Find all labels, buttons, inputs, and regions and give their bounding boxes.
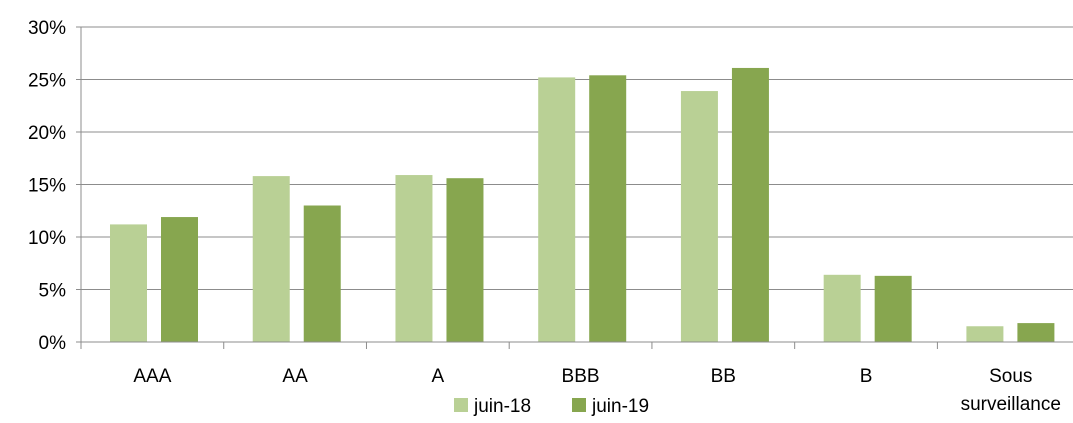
y-tick-label: 5%	[39, 281, 67, 302]
bar-juin-19-a	[446, 178, 484, 342]
y-tick-label: 15%	[28, 176, 66, 197]
bar-juin-19-aa	[303, 205, 341, 342]
bar-juin-18-b	[823, 274, 861, 342]
y-tick-label: 25%	[28, 71, 66, 92]
x-tick-label: AA	[282, 366, 308, 387]
bar-juin-18-bb	[680, 91, 718, 342]
x-tick-label: A	[431, 366, 444, 387]
bar-juin-19-b	[874, 275, 912, 342]
x-tick-label-line: Sous	[989, 366, 1032, 387]
axes: 0%5%10%15%20%25%30%AAA AA A BBB BB B Sous surve…	[28, 18, 1073, 415]
x-tick-label: BB	[711, 366, 736, 387]
bar-juin-18-sous-surveillance	[966, 326, 1004, 342]
x-tick-label-line: surveillance	[961, 394, 1061, 415]
bar-juin-19-aaa	[161, 217, 198, 342]
y-tick-label: 0%	[39, 333, 67, 354]
y-tick-label: 30%	[28, 18, 66, 39]
y-tick-label: 10%	[28, 228, 66, 249]
legend-swatch-juin-19	[572, 398, 586, 412]
gridlines	[81, 26, 1073, 290]
x-tick-label: BBB	[562, 366, 600, 387]
bar-juin-18-a	[395, 175, 433, 342]
legend-label-juin-18: juin-18	[473, 396, 531, 417]
bar-juin-19-bbb	[589, 75, 627, 343]
x-tick-label: B	[860, 366, 873, 387]
x-tick-label: AAA	[133, 366, 171, 387]
legend-label-juin-19: juin-19	[591, 396, 649, 417]
bar-juin-18-aaa	[110, 224, 147, 342]
x-tick-label: Sous surveillance	[961, 366, 1061, 415]
legend: juin-18 juin-19	[454, 396, 649, 417]
legend-swatch-juin-18	[454, 398, 468, 412]
bar-juin-18-aa	[252, 176, 290, 342]
bar-juin-19-sous-surveillance	[1017, 323, 1055, 342]
y-tick-label: 20%	[28, 123, 66, 144]
bars	[110, 67, 1055, 343]
bar-juin-18-bbb	[538, 77, 576, 343]
bar-juin-19-bb	[731, 67, 769, 342]
